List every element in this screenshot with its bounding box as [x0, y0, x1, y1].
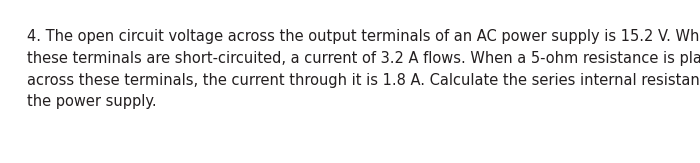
Text: 4. The open circuit voltage across the output terminals of an AC power supply is: 4. The open circuit voltage across the o… [27, 29, 700, 109]
